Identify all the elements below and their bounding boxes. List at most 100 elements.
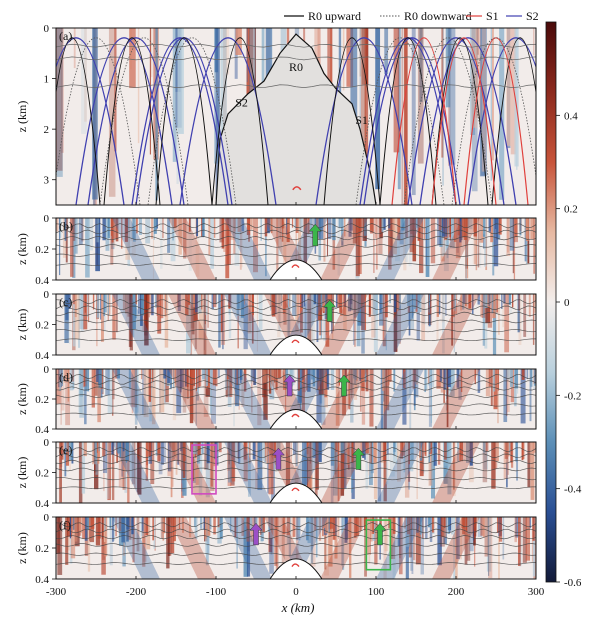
surface-streak [353, 218, 355, 233]
surface-streak [464, 294, 468, 304]
surface-streak [207, 517, 211, 536]
field-streak [170, 442, 173, 498]
field-streak [431, 442, 436, 499]
surface-streak [282, 517, 286, 534]
field-streak [361, 294, 365, 354]
ray-s2 [87, 37, 185, 205]
surface-streak [397, 294, 400, 311]
field-streak [144, 294, 149, 346]
field-streak [229, 369, 233, 397]
field-streak [149, 28, 151, 155]
y-tick-label: 0.2 [35, 468, 49, 480]
y-tick-label: 0.4 [35, 350, 49, 362]
field-streak [190, 294, 194, 340]
isopycnal-line [56, 447, 536, 453]
surface-streak [115, 517, 117, 537]
surface-streak [467, 218, 470, 228]
isopycnal-line [56, 373, 536, 380]
field-streak [311, 294, 315, 353]
x-tick-label: 300 [528, 586, 545, 598]
surface-streak [388, 517, 391, 529]
field-streak [59, 442, 62, 503]
surface-streak [194, 517, 198, 540]
field-streak [255, 442, 258, 490]
colorbar: 0.4 0.2 0 -0.2 -0.4 -0.6 [545, 21, 582, 589]
surface-streak [195, 369, 198, 391]
surface-streak [414, 369, 418, 385]
field-streak [523, 294, 527, 337]
field-streak [389, 442, 395, 477]
surface-streak [340, 442, 344, 454]
colorbar-ticks: 0.4 0.2 0 -0.2 -0.4 -0.6 [556, 110, 582, 589]
field-streak [84, 369, 87, 425]
field-streak [513, 218, 516, 280]
field-streak [215, 28, 220, 199]
surface-streak [211, 294, 214, 310]
field-streak [277, 294, 281, 338]
field-streak [368, 442, 373, 486]
field-streak [343, 442, 347, 489]
field-streak [191, 442, 195, 481]
surface-streak [281, 218, 284, 242]
isopycnal-line [56, 394, 536, 398]
surface-streak [392, 517, 396, 534]
source-marker [291, 563, 300, 568]
ray-s2 [467, 37, 536, 205]
green-arrow [373, 522, 387, 546]
surface-streak [212, 369, 216, 386]
field-streak [88, 218, 93, 251]
surface-streak [252, 294, 254, 315]
surface-streak [292, 517, 296, 537]
surface-streak [401, 442, 405, 456]
field-streak [465, 218, 468, 280]
field-streak [168, 442, 172, 472]
field-streak [350, 369, 354, 423]
y-tick-label: 0 [44, 289, 50, 301]
field-streak [404, 442, 410, 498]
surface-streak [473, 517, 476, 538]
field-streak [145, 218, 151, 244]
field-streak [96, 294, 98, 347]
surface-streak [322, 517, 324, 537]
field-streak [346, 28, 354, 87]
field-streak [488, 517, 493, 579]
field-streak [472, 218, 476, 265]
surface-streak [264, 218, 268, 237]
surface-streak [197, 442, 201, 456]
surface-streak [415, 218, 419, 228]
field-streak [134, 369, 138, 425]
panel-d: (d) 0 0.2 0.4 z (km) [15, 364, 537, 436]
field-streak [442, 294, 445, 354]
field-streak [440, 369, 446, 393]
field-streak [59, 218, 62, 238]
y-tick-label: 0.4 [35, 424, 49, 436]
surface-streak [203, 517, 205, 530]
field-streak [221, 294, 226, 345]
surface-streak [269, 369, 272, 388]
surface-streak [429, 442, 431, 453]
surface-streak [444, 442, 447, 460]
colorbar-tick-label: -0.2 [564, 390, 581, 402]
surface-streak [472, 517, 474, 541]
panel-c: (c) 0 0.2 0.4 z (km) [15, 289, 537, 362]
field-streak [302, 442, 306, 497]
surface-streak [249, 442, 251, 464]
field-streak [276, 517, 279, 578]
field-streak [74, 294, 77, 318]
field-streak [152, 218, 155, 279]
surface-streak [215, 369, 218, 387]
field-streak [111, 442, 115, 501]
isopycnal-line [56, 305, 536, 311]
field-streak [67, 517, 72, 537]
surface-streak [335, 442, 338, 452]
field-streak [470, 28, 476, 135]
field-streak [482, 294, 485, 346]
field-streak [148, 369, 152, 402]
field-streak [233, 369, 235, 427]
field-streak [132, 517, 135, 563]
field-streak [384, 517, 389, 552]
surface-streak [78, 517, 81, 531]
isopycnal-line [56, 253, 536, 257]
surface-streak [518, 294, 520, 311]
surface-streak [161, 442, 165, 465]
